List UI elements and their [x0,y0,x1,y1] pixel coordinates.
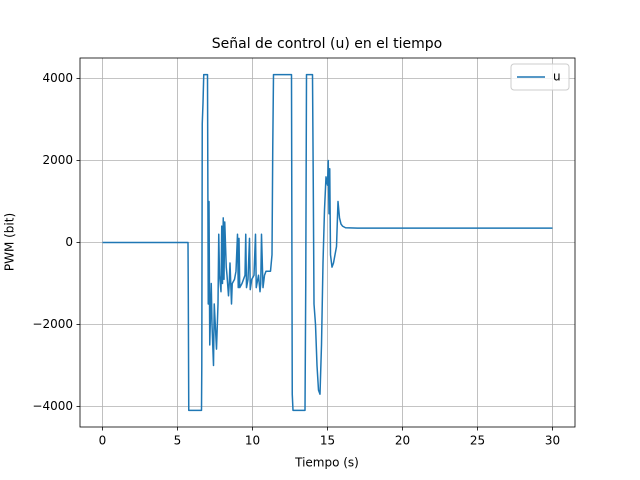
x-tick-label: 15 [320,434,335,448]
x-tick-label: 30 [545,434,560,448]
y-tick-label: −2000 [32,317,73,331]
x-tick-label: 10 [245,434,260,448]
y-axis-label: PWM (bit) [3,213,17,271]
x-tick-label: 20 [395,434,410,448]
x-tick-label: 25 [470,434,485,448]
x-tick-label: 5 [174,434,182,448]
y-tick-label: 0 [65,235,73,249]
y-tick-label: 2000 [42,153,73,167]
x-axis-label: Tiempo (s) [294,456,359,470]
line-series [102,73,553,412]
y-tick-label: −4000 [32,399,73,413]
plot-frame [79,57,576,428]
legend-label: u [553,70,561,84]
y-tick-label: 4000 [42,71,73,85]
chart-title: Señal de control (u) en el tiempo [212,36,442,52]
x-tick-label: 0 [99,434,107,448]
